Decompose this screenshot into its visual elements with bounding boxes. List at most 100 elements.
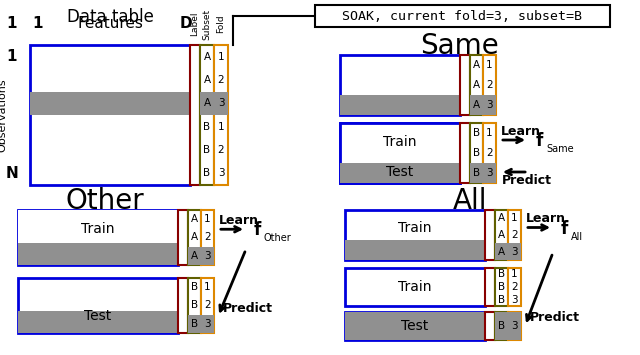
Text: B: B bbox=[498, 269, 505, 279]
Bar bbox=[470, 55, 483, 115]
Bar bbox=[18, 315, 178, 333]
Bar bbox=[508, 312, 521, 340]
Text: Predict: Predict bbox=[502, 174, 552, 187]
Text: 2: 2 bbox=[204, 300, 211, 311]
Bar bbox=[201, 247, 214, 265]
Bar bbox=[201, 210, 214, 265]
Text: 3: 3 bbox=[486, 100, 493, 110]
Text: B: B bbox=[204, 122, 211, 132]
Bar bbox=[345, 312, 485, 340]
Bar bbox=[190, 45, 200, 185]
Text: Same: Same bbox=[420, 32, 499, 60]
Bar bbox=[470, 123, 483, 183]
Text: A: A bbox=[204, 52, 211, 62]
Text: 3: 3 bbox=[486, 168, 493, 178]
Bar bbox=[345, 210, 485, 260]
Text: B: B bbox=[204, 168, 211, 178]
Text: 1: 1 bbox=[204, 282, 211, 292]
Bar bbox=[188, 210, 201, 265]
Bar bbox=[200, 45, 214, 185]
Text: Train: Train bbox=[383, 135, 417, 149]
Bar bbox=[345, 243, 485, 260]
Text: Learn: Learn bbox=[526, 213, 566, 225]
Bar bbox=[508, 243, 521, 260]
Text: Learn: Learn bbox=[219, 214, 259, 227]
Bar bbox=[30, 45, 190, 185]
Bar bbox=[495, 312, 508, 340]
Text: 1: 1 bbox=[218, 52, 224, 62]
Bar bbox=[460, 55, 470, 115]
Text: 3: 3 bbox=[204, 251, 211, 261]
Text: A: A bbox=[473, 80, 480, 90]
Bar bbox=[483, 55, 496, 115]
Bar bbox=[18, 311, 178, 333]
Bar bbox=[470, 163, 483, 183]
Text: Fold: Fold bbox=[216, 15, 225, 33]
Bar bbox=[315, 5, 610, 27]
Bar bbox=[340, 161, 460, 183]
Text: $\mathbf{f}$: $\mathbf{f}$ bbox=[253, 221, 262, 239]
Text: Train: Train bbox=[398, 280, 432, 294]
Text: Predict: Predict bbox=[530, 311, 580, 324]
Text: 2: 2 bbox=[218, 75, 224, 85]
Bar bbox=[214, 45, 228, 185]
Text: A: A bbox=[473, 100, 480, 110]
Text: A: A bbox=[473, 60, 480, 70]
Text: 3: 3 bbox=[218, 98, 224, 108]
Text: $\mathbf{f}$: $\mathbf{f}$ bbox=[535, 132, 545, 150]
Text: B: B bbox=[498, 295, 505, 305]
Text: B: B bbox=[498, 321, 505, 331]
Text: A: A bbox=[204, 98, 211, 108]
Bar bbox=[340, 123, 460, 183]
Text: D: D bbox=[180, 16, 192, 32]
Bar bbox=[495, 312, 508, 340]
Bar bbox=[508, 312, 521, 340]
Text: 3: 3 bbox=[511, 247, 518, 257]
Text: Learn: Learn bbox=[501, 125, 541, 138]
Text: 1: 1 bbox=[511, 213, 518, 223]
Text: 1: 1 bbox=[204, 214, 211, 224]
Text: A: A bbox=[204, 75, 211, 85]
Bar bbox=[345, 268, 485, 306]
Text: 3: 3 bbox=[511, 295, 518, 305]
Text: 2: 2 bbox=[486, 148, 493, 158]
Text: All: All bbox=[452, 187, 487, 215]
Text: Observations: Observations bbox=[0, 78, 7, 152]
Bar bbox=[188, 247, 201, 265]
Text: 1: 1 bbox=[486, 60, 493, 70]
Text: 2: 2 bbox=[218, 145, 224, 155]
Bar bbox=[188, 315, 201, 333]
Text: Other: Other bbox=[264, 233, 292, 243]
Text: A: A bbox=[498, 230, 505, 240]
Bar bbox=[340, 55, 460, 115]
Text: 1: 1 bbox=[7, 49, 17, 64]
Text: 3: 3 bbox=[218, 168, 224, 178]
Text: B: B bbox=[473, 128, 480, 138]
Bar bbox=[508, 210, 521, 260]
Text: $\mathbf{f}$: $\mathbf{f}$ bbox=[560, 219, 570, 237]
Text: B: B bbox=[191, 282, 198, 292]
Text: 2: 2 bbox=[486, 80, 493, 90]
Text: Train: Train bbox=[81, 222, 115, 236]
Bar bbox=[178, 210, 188, 265]
Bar bbox=[200, 92, 214, 115]
Bar bbox=[340, 163, 460, 183]
Bar bbox=[508, 268, 521, 306]
Text: A: A bbox=[498, 247, 505, 257]
Bar bbox=[483, 123, 496, 183]
Bar bbox=[483, 163, 496, 183]
Text: SOAK, current fold=3, subset=B: SOAK, current fold=3, subset=B bbox=[342, 10, 582, 22]
Text: 2: 2 bbox=[511, 230, 518, 240]
Text: Label: Label bbox=[191, 12, 200, 36]
Text: B: B bbox=[204, 145, 211, 155]
Bar bbox=[340, 95, 460, 115]
Text: N: N bbox=[6, 166, 19, 181]
Bar bbox=[18, 278, 178, 333]
Text: A: A bbox=[191, 251, 198, 261]
Bar bbox=[340, 123, 460, 161]
Text: 3: 3 bbox=[511, 321, 518, 331]
Text: 2: 2 bbox=[204, 233, 211, 242]
Bar bbox=[18, 210, 178, 265]
Text: B: B bbox=[191, 300, 198, 311]
Text: 1: 1 bbox=[511, 269, 518, 279]
